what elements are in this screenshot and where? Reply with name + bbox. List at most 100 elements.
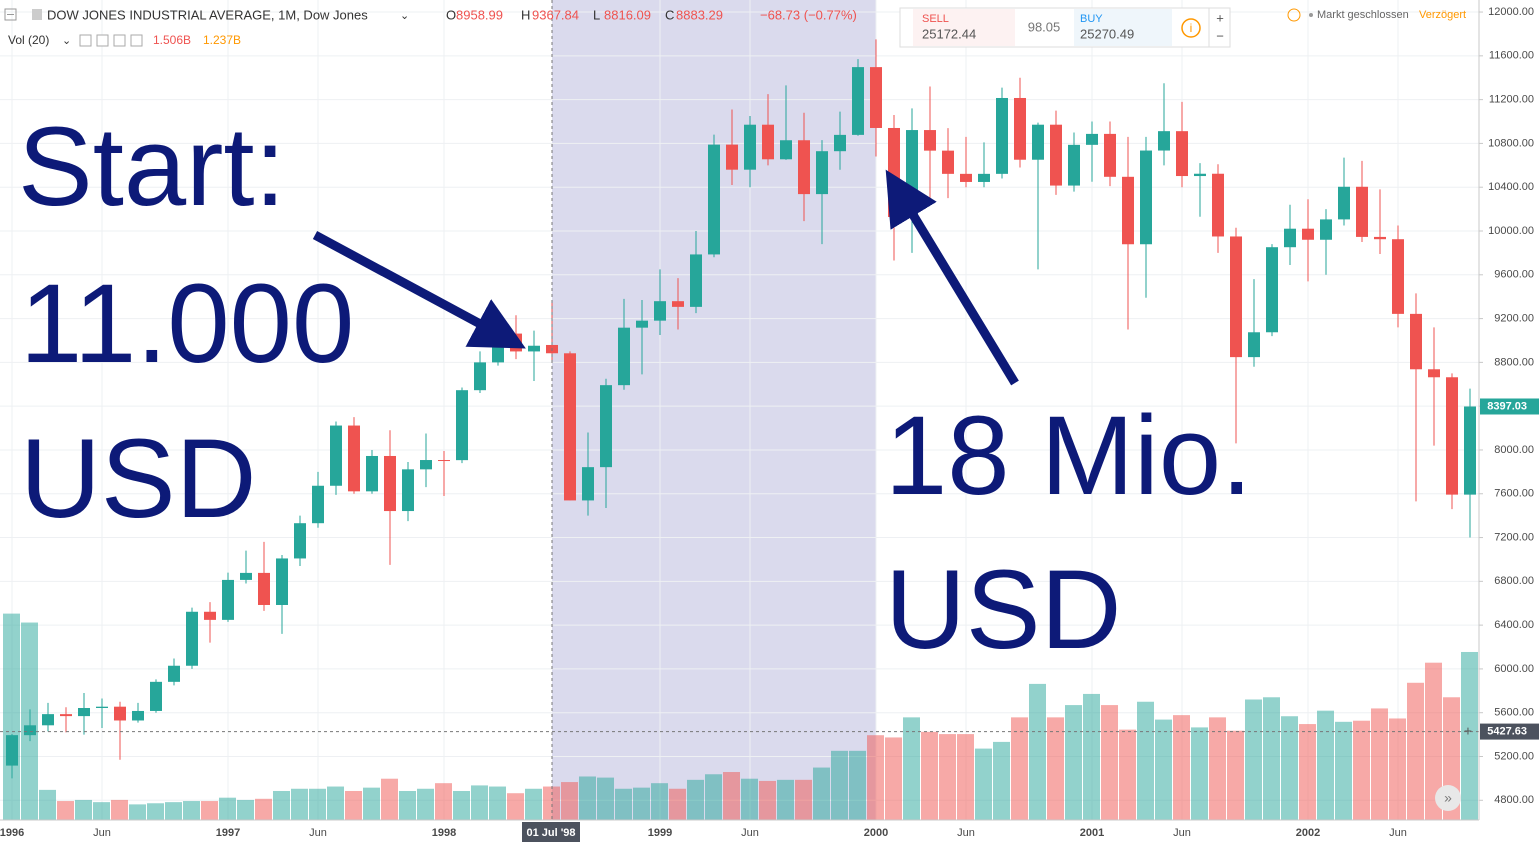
candle-body xyxy=(1050,124,1062,186)
candle-body xyxy=(1104,133,1116,177)
x-tick-label: 2000 xyxy=(864,827,888,839)
volume-bar xyxy=(543,786,560,820)
last-price-box xyxy=(1480,398,1539,415)
volume-bar xyxy=(705,774,722,820)
volume-bar xyxy=(273,790,290,820)
ohlc-value: 8883.29 xyxy=(676,7,723,22)
symbol-title[interactable]: DOW JONES INDUSTRIAL AVERAGE, 1M, Dow Jo… xyxy=(47,7,368,22)
x-tick-label: Jun xyxy=(309,827,327,839)
icon[interactable] xyxy=(96,34,109,47)
dropdown[interactable]: ⌄ xyxy=(62,35,71,47)
sell-price: 25172.44 xyxy=(922,26,976,41)
candle-body xyxy=(870,67,882,128)
volume-bar xyxy=(219,797,236,820)
sell-button[interactable] xyxy=(913,9,1015,46)
volume-bar xyxy=(777,779,794,820)
volume-bar xyxy=(723,772,740,820)
y-tick-label: 9200.00 xyxy=(1494,312,1534,324)
candle-body xyxy=(960,173,972,182)
plus-button[interactable]: + xyxy=(1216,10,1224,25)
info-icon[interactable] xyxy=(1181,18,1201,38)
candle-body xyxy=(1032,124,1044,160)
volume-bar xyxy=(417,788,434,820)
candle-body xyxy=(1140,150,1152,245)
annotations: Start: 11.000 USD 18 Mio. USD xyxy=(18,104,1252,672)
volume-bar xyxy=(831,750,848,820)
candle-body xyxy=(564,353,576,501)
ohlc-legend: O 8958.99 H 9367.84 L 8816.09 C 8883.29 xyxy=(446,7,723,22)
y-tick-label: 10400.00 xyxy=(1488,181,1534,193)
volume-bar xyxy=(795,779,812,820)
candle-body xyxy=(636,320,648,328)
volume-bar xyxy=(651,783,668,820)
volume-bar xyxy=(111,799,128,820)
candle-body xyxy=(276,558,288,605)
buy-price: 25270.49 xyxy=(1080,26,1134,41)
y-tick-label: 10800.00 xyxy=(1488,137,1534,149)
volume-bar xyxy=(399,790,416,820)
scroll-button[interactable] xyxy=(1435,785,1461,811)
icon[interactable] xyxy=(79,34,92,47)
volume-bar xyxy=(1119,729,1136,820)
volume-bar xyxy=(939,734,956,820)
y-tick-label: 10000.00 xyxy=(1488,225,1534,237)
candle-body xyxy=(528,345,540,352)
volume-bar xyxy=(579,776,596,820)
volume-bar xyxy=(129,804,146,820)
volume-bar xyxy=(435,783,452,820)
ohlc-prefix: L xyxy=(593,7,600,22)
x-tick-label: 1999 xyxy=(648,827,672,839)
volume-title[interactable]: Vol (20) xyxy=(8,33,49,47)
x-tick-label: 1997 xyxy=(216,827,240,839)
candle-body xyxy=(1266,247,1278,333)
y-tick-label: 5600.00 xyxy=(1494,707,1534,719)
candle-body xyxy=(816,151,828,195)
icon[interactable] xyxy=(113,34,126,47)
candle-body xyxy=(834,134,846,152)
y-tick-label: 8800.00 xyxy=(1494,356,1534,368)
volume-bar xyxy=(93,802,110,820)
candle-body xyxy=(1302,228,1314,240)
last-price-label: 8397.03 xyxy=(1487,400,1527,412)
volume-bar xyxy=(759,780,776,820)
candle-body xyxy=(690,254,702,307)
x-tick-label: 2001 xyxy=(1080,827,1104,839)
icon[interactable] xyxy=(130,34,143,47)
volume-bar xyxy=(885,737,902,820)
candle-body xyxy=(1410,313,1422,370)
candle-body xyxy=(1194,173,1206,177)
candle-body xyxy=(1392,239,1404,314)
candle-body xyxy=(582,467,594,501)
dropdown[interactable]: ⌄ xyxy=(400,10,409,22)
volume-bar xyxy=(1083,693,1100,820)
y-tick-label: 8000.00 xyxy=(1494,444,1534,456)
ohlc-prefix: H xyxy=(521,7,530,22)
minus-button[interactable]: − xyxy=(1216,28,1224,43)
candle-body xyxy=(258,572,270,605)
volume-bar xyxy=(687,779,704,820)
volume-value: 1.506B xyxy=(153,33,191,47)
volume-bar xyxy=(1047,717,1064,820)
x-tick-label: 1996 xyxy=(0,827,24,839)
ohlc-value: 9367.84 xyxy=(532,7,579,22)
volume-bar xyxy=(255,798,272,820)
info-icon-glyph: i xyxy=(1190,21,1193,35)
y-tick-label: 4800.00 xyxy=(1494,794,1534,806)
annotation: USD xyxy=(885,547,1121,672)
volume-bar xyxy=(291,788,308,820)
annotation: 11.000 xyxy=(20,261,354,386)
volume-bar xyxy=(39,789,56,820)
candle-body xyxy=(1356,186,1368,237)
volume-bar xyxy=(1227,730,1244,820)
candle-body xyxy=(1230,236,1242,358)
collapse-icon[interactable] xyxy=(4,8,17,21)
candle-body xyxy=(456,390,468,461)
x-tick-label: Jun xyxy=(93,827,111,839)
candle-body xyxy=(744,124,756,170)
buy-button[interactable] xyxy=(1074,9,1172,46)
candle-body xyxy=(996,97,1008,174)
candle-body xyxy=(942,150,954,174)
candle-body xyxy=(1374,236,1386,240)
